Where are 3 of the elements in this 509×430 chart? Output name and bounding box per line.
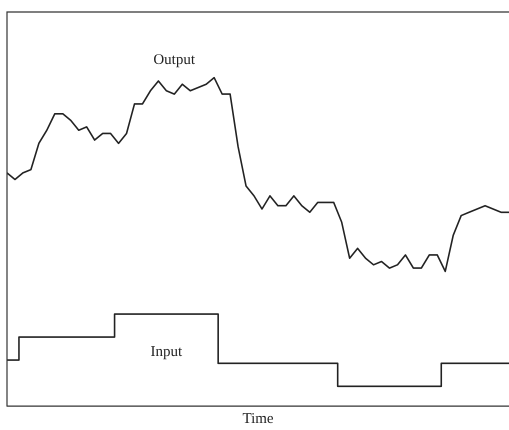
x-axis-title: Time	[242, 410, 274, 427]
series-label: Output	[153, 52, 196, 68]
series-label: Input	[150, 344, 184, 360]
